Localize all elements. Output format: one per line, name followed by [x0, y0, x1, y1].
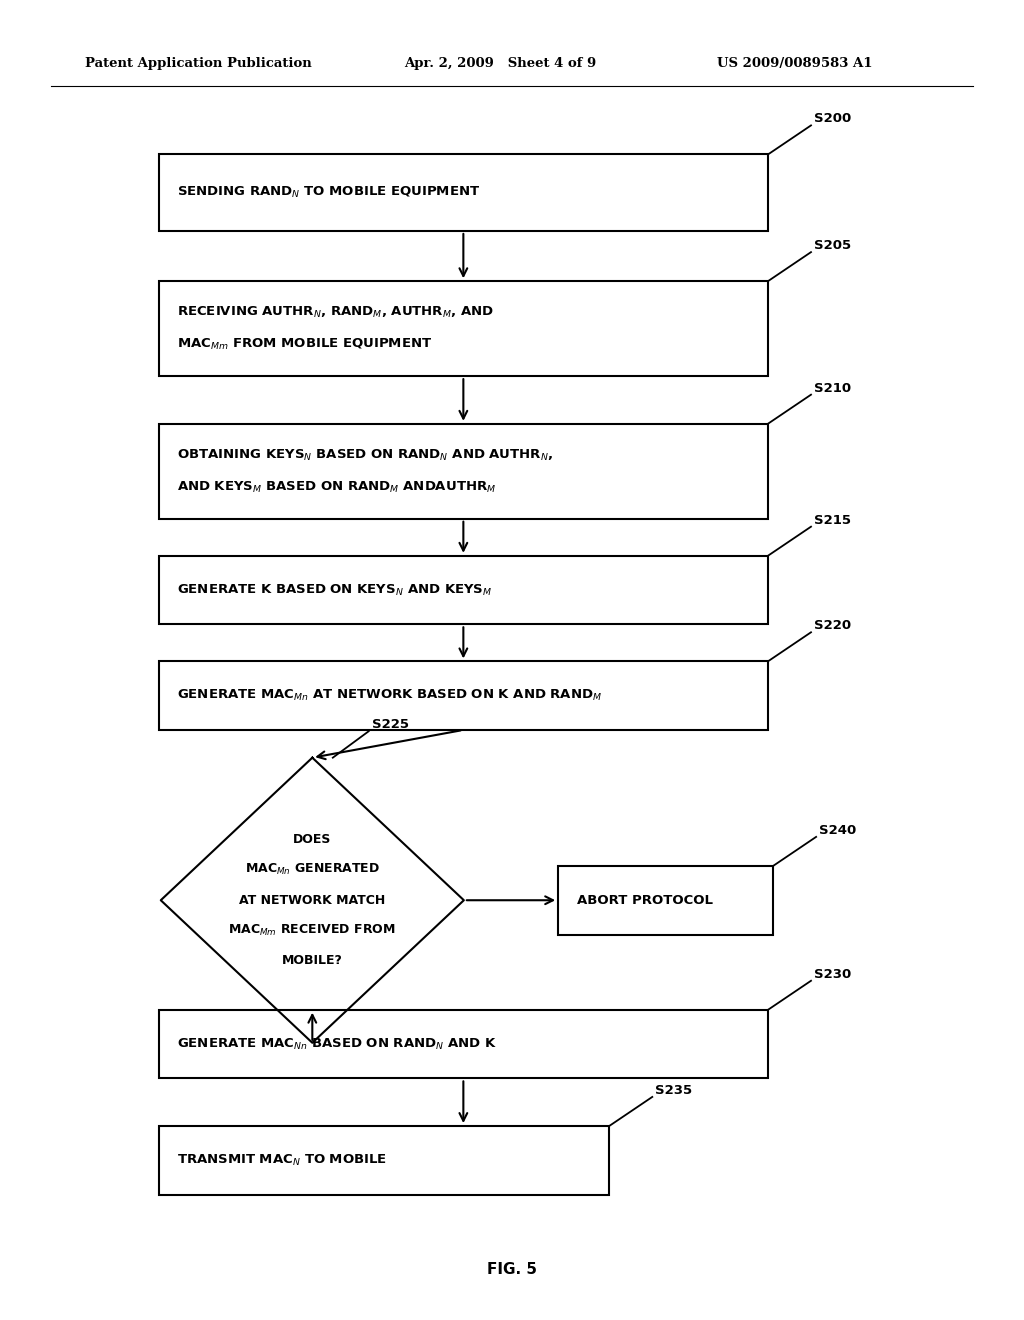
Bar: [159, 661, 768, 730]
Bar: [159, 556, 768, 624]
Text: S240: S240: [819, 824, 856, 837]
Text: AND KEYS$_M$ BASED ON RAND$_M$ ANDAUTHR$_M$: AND KEYS$_M$ BASED ON RAND$_M$ ANDAUTHR$…: [177, 479, 497, 495]
Text: MAC$_{Mm}$ RECEIVED FROM: MAC$_{Mm}$ RECEIVED FROM: [228, 923, 396, 939]
Text: OBTAINING KEYS$_N$ BASED ON RAND$_N$ AND AUTHR$_N$,: OBTAINING KEYS$_N$ BASED ON RAND$_N$ AND…: [177, 447, 553, 463]
Bar: [558, 866, 773, 935]
Text: S220: S220: [814, 619, 851, 632]
Text: FIG. 5: FIG. 5: [487, 1262, 537, 1278]
Text: S235: S235: [655, 1084, 692, 1097]
Text: GENERATE MAC$_{Nn}$ BASED ON RAND$_N$ AND K: GENERATE MAC$_{Nn}$ BASED ON RAND$_N$ AN…: [177, 1036, 497, 1052]
Bar: [159, 281, 768, 376]
Text: S230: S230: [814, 968, 851, 981]
Text: TRANSMIT MAC$_N$ TO MOBILE: TRANSMIT MAC$_N$ TO MOBILE: [177, 1152, 387, 1168]
Text: DOES: DOES: [293, 833, 332, 846]
Text: GENERATE K BASED ON KEYS$_N$ AND KEYS$_M$: GENERATE K BASED ON KEYS$_N$ AND KEYS$_M…: [177, 582, 493, 598]
Text: MAC$_{Mm}$ FROM MOBILE EQUIPMENT: MAC$_{Mm}$ FROM MOBILE EQUIPMENT: [177, 337, 432, 352]
Text: SENDING RAND$_N$ TO MOBILE EQUIPMENT: SENDING RAND$_N$ TO MOBILE EQUIPMENT: [177, 185, 480, 201]
Text: S205: S205: [814, 239, 851, 252]
Bar: [159, 1126, 609, 1195]
Text: RECEIVING AUTHR$_N$, RAND$_M$, AUTHR$_M$, AND: RECEIVING AUTHR$_N$, RAND$_M$, AUTHR$_M$…: [177, 305, 495, 321]
Text: Apr. 2, 2009   Sheet 4 of 9: Apr. 2, 2009 Sheet 4 of 9: [404, 57, 597, 70]
Text: Patent Application Publication: Patent Application Publication: [85, 57, 311, 70]
Text: S215: S215: [814, 513, 851, 527]
Text: ABORT PROTOCOL: ABORT PROTOCOL: [577, 894, 713, 907]
Bar: [159, 154, 768, 231]
Bar: [159, 1010, 768, 1078]
Text: S210: S210: [814, 381, 851, 395]
Text: US 2009/0089583 A1: US 2009/0089583 A1: [717, 57, 872, 70]
Text: MAC$_{Mn}$ GENERATED: MAC$_{Mn}$ GENERATED: [245, 862, 380, 878]
Bar: [159, 424, 768, 519]
Text: AT NETWORK MATCH: AT NETWORK MATCH: [240, 894, 385, 907]
Text: GENERATE MAC$_{Mn}$ AT NETWORK BASED ON K AND RAND$_M$: GENERATE MAC$_{Mn}$ AT NETWORK BASED ON …: [177, 688, 602, 704]
Text: S225: S225: [372, 718, 409, 731]
Text: MOBILE?: MOBILE?: [282, 954, 343, 968]
Polygon shape: [161, 758, 464, 1043]
Text: S200: S200: [814, 112, 851, 125]
